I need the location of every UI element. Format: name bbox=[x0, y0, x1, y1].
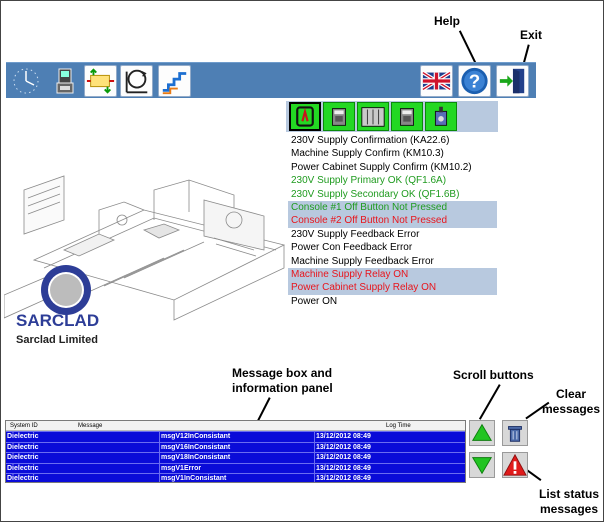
message-row[interactable]: Dielectric msgV18InConsistant 13/12/2012 0… bbox=[6, 452, 465, 463]
list-status-callout: List status messages bbox=[538, 487, 599, 516]
tab-power-supply[interactable] bbox=[289, 102, 321, 131]
status-item: Machine Supply Relay ON bbox=[288, 267, 497, 282]
rotation-process-icon[interactable] bbox=[120, 65, 153, 97]
log-time-cell: 13/12/2012 08:49 bbox=[314, 432, 371, 442]
status-item: Console #2 Off Button Not Pressed bbox=[288, 214, 497, 228]
message-cell: msgV1InConsistant bbox=[159, 474, 227, 482]
scroll-down-icon bbox=[471, 457, 493, 475]
machine-illustration bbox=[4, 175, 286, 321]
message-row[interactable]: Dielectric msgV1Error 13/12/2012 08:49 bbox=[6, 462, 465, 474]
message-row[interactable]: Dielectric msgV12InConsistant 13/12/2012 0… bbox=[6, 431, 465, 442]
svg-text:?: ? bbox=[469, 71, 480, 92]
trash-icon bbox=[508, 426, 522, 442]
log-time-cell: 13/12/2012 08:49 bbox=[314, 474, 371, 482]
log-time-cell: 13/12/2012 08:49 bbox=[314, 463, 371, 474]
warning-icon bbox=[503, 453, 527, 476]
main-toolbar: ? bbox=[6, 62, 536, 98]
uk-flag-icon[interactable] bbox=[420, 65, 453, 97]
status-list: 230V Supply Confirmation (KA22.6) Machine… bbox=[288, 134, 497, 308]
message-row[interactable]: Dielectric msgV1InConsistant 13/12/2012 08… bbox=[6, 473, 465, 482]
svg-text:SARCLAD: SARCLAD bbox=[16, 311, 99, 330]
scroll-down-button[interactable] bbox=[469, 452, 495, 478]
list-status-button[interactable] bbox=[502, 452, 528, 478]
status-item: 230V Supply Secondary OK (QF1.6B) bbox=[291, 188, 460, 200]
status-item: Machine Supply Feedback Error bbox=[291, 255, 434, 267]
message-cell: msgV16InConsistant bbox=[159, 442, 231, 453]
message-cell: msgV12InConsistant bbox=[159, 432, 231, 442]
message-box-callout: Message box and information panel bbox=[232, 366, 333, 395]
tab-drive[interactable] bbox=[425, 102, 457, 131]
clock-icon[interactable] bbox=[10, 65, 43, 97]
level-chart-icon[interactable] bbox=[158, 65, 191, 97]
help-callout: Help bbox=[434, 14, 461, 28]
scroll-buttons-callout: Scroll buttons bbox=[453, 368, 534, 382]
tab-cabinet-1[interactable] bbox=[323, 102, 355, 131]
company-name: Sarclad Limited bbox=[16, 334, 98, 346]
status-item: Power Con Feedback Error bbox=[291, 242, 413, 254]
status-item: Console #1 Off Button Not Pressed bbox=[288, 200, 497, 215]
scroll-up-button[interactable] bbox=[469, 420, 495, 446]
system-id-cell: Dielectric bbox=[7, 464, 39, 472]
header-log-time: Log Time bbox=[386, 423, 411, 429]
subsystem-tabs bbox=[286, 101, 498, 132]
message-rows: Dielectric msgV12InConsistant 13/12/2012 0… bbox=[6, 431, 465, 482]
tab-panel[interactable] bbox=[357, 102, 389, 131]
status-item: Machine Supply Confirm (KM10.3) bbox=[291, 148, 444, 160]
tab-cabinet-2[interactable] bbox=[391, 102, 423, 131]
message-table-header: System ID Message Log Time bbox=[6, 421, 465, 431]
sarclad-logo: SARCLAD bbox=[16, 265, 99, 330]
log-time-cell: 13/12/2012 08:49 bbox=[314, 442, 371, 453]
message-cell: msgV1Error bbox=[159, 463, 202, 474]
system-id-cell: Dielectric bbox=[7, 475, 39, 482]
header-system-id: System ID bbox=[10, 423, 38, 429]
system-id-cell: Dielectric bbox=[7, 433, 39, 440]
status-item: 230V Supply Feedback Error bbox=[291, 228, 420, 240]
console-icon[interactable] bbox=[48, 65, 81, 97]
status-item: 230V Supply Confirmation (KA22.6) bbox=[291, 135, 450, 146]
transfer-icon[interactable] bbox=[84, 65, 117, 97]
log-time-cell: 13/12/2012 08:49 bbox=[314, 453, 371, 463]
help-icon[interactable]: ? bbox=[458, 65, 491, 97]
scroll-up-icon bbox=[471, 423, 493, 441]
exit-door-icon[interactable] bbox=[496, 65, 529, 97]
clear-messages-callout: Clear messages bbox=[541, 387, 601, 416]
message-cell: msgV18InConsistant bbox=[159, 453, 231, 463]
status-item: 230V Supply Primary OK (QF1.6A) bbox=[291, 175, 447, 187]
message-row[interactable]: Dielectric msgV16InConsistant 13/12/2012 0… bbox=[6, 441, 465, 453]
clear-messages-button[interactable] bbox=[502, 420, 528, 446]
status-item: Power Cabinet Supply Relay ON bbox=[288, 281, 497, 295]
status-item: Power Cabinet Supply Confirm (KM10.2) bbox=[291, 161, 472, 173]
status-item: Power ON bbox=[291, 295, 338, 307]
system-id-cell: Dielectric bbox=[7, 454, 39, 461]
exit-callout: Exit bbox=[520, 28, 543, 42]
system-id-cell: Dielectric bbox=[7, 443, 39, 451]
header-message: Message bbox=[78, 423, 103, 429]
message-panel: System ID Message Log Time Dielectric msg… bbox=[5, 420, 466, 483]
